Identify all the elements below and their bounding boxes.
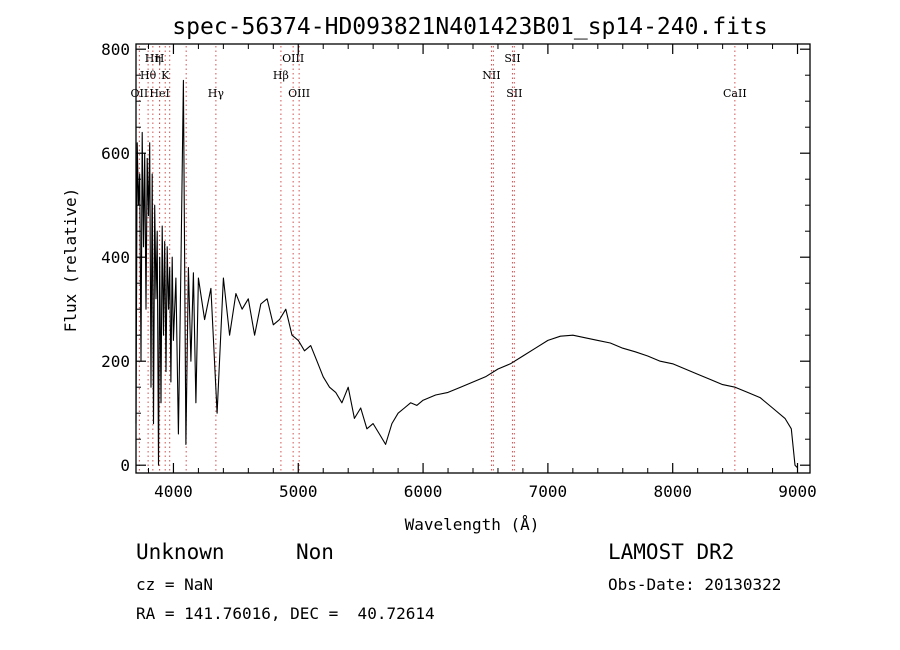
chart-title: spec-56374-HD093821N401423B01_sp14-240.f…	[172, 14, 767, 40]
line-label: H	[155, 52, 165, 65]
survey-name: LAMOST DR2	[608, 540, 735, 564]
x-tick-label: 5000	[279, 482, 318, 501]
line-label: SII	[504, 52, 520, 65]
spectral-subclass: Non	[296, 540, 334, 564]
x-tick-label: 4000	[154, 482, 193, 501]
line-label: CaII	[723, 87, 747, 100]
line-label: OII	[131, 87, 149, 100]
line-label: K	[161, 69, 170, 82]
spectral-class: Unknown	[136, 540, 225, 564]
line-label: Hβ	[273, 69, 289, 82]
coordinates-readout: RA = 141.76016, DEC = 40.72614	[136, 604, 435, 623]
plot-frame	[135, 43, 811, 474]
y-tick-label: 800	[101, 40, 130, 59]
observation-date: Obs-Date: 20130322	[608, 575, 782, 594]
y-axis-label: Flux (relative)	[61, 188, 80, 333]
y-tick-label: 600	[101, 144, 130, 163]
y-tick-label: 200	[101, 352, 130, 371]
y-tick-label: 0	[120, 456, 130, 475]
line-label: NII	[482, 69, 500, 82]
line-label: OIII	[282, 52, 304, 65]
x-tick-label: 8000	[653, 482, 692, 501]
y-axis: 0 200 400 600 800	[101, 40, 810, 475]
line-label: HeI	[149, 87, 169, 100]
line-label: Hγ	[208, 87, 225, 100]
spectrum-series	[135, 79, 798, 469]
line-label: Hη	[145, 52, 161, 65]
x-axis-label: Wavelength (Å)	[405, 515, 540, 534]
spectrum-line	[135, 79, 798, 469]
y-tick-label: 400	[101, 248, 130, 267]
line-label: Hθ	[140, 69, 157, 82]
line-label: OIII	[288, 87, 310, 100]
line-label: SII	[506, 87, 522, 100]
emission-line-labels: HηH OIII SII Hθ K Hβ NII OII HeI Hγ OIII SII CaII	[131, 52, 747, 100]
redshift-readout: cz = NaN	[136, 575, 214, 594]
x-tick-label: 9000	[778, 482, 817, 501]
x-tick-label: 6000	[404, 482, 443, 501]
x-tick-label: 7000	[529, 482, 568, 501]
x-axis: 4000 5000 6000 7000 8000 9000	[147, 44, 817, 501]
emission-line-markers	[138, 46, 736, 471]
